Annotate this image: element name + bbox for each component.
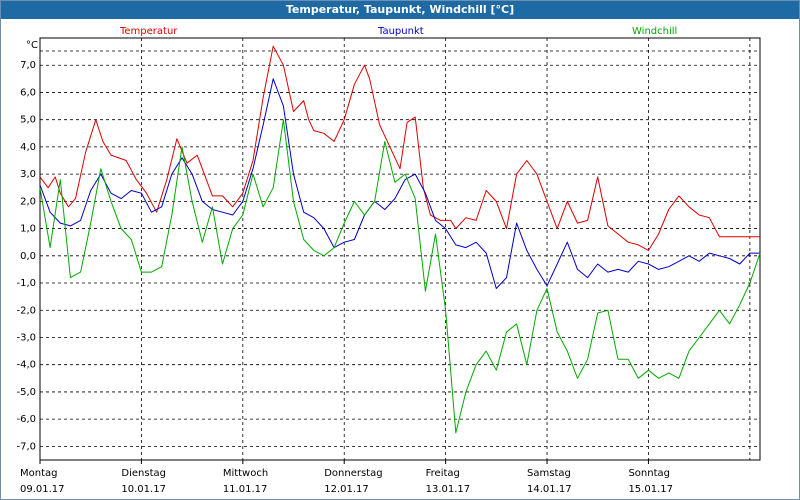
y-tick-label: 3,0 — [20, 169, 36, 180]
x-tick-date: 09.01.17 — [20, 484, 65, 495]
y-tick-label: 5,0 — [20, 115, 36, 126]
y-tick-label: 7,0 — [20, 60, 36, 71]
plot-area — [39, 37, 761, 461]
x-tick-weekday: Donnerstag — [324, 468, 382, 479]
legend-item-taupunkt: Taupunkt — [377, 26, 424, 37]
y-tick-label: 6,0 — [20, 87, 36, 98]
x-tick-weekday: Sonntag — [628, 468, 670, 479]
legend-item-temperatur: Temperatur — [119, 26, 178, 37]
series-line-windchill — [39, 119, 761, 434]
x-tick-date: 10.01.17 — [121, 484, 166, 495]
x-axis: Montag 09.01.17 Dienstag 10.01.17 Mittwoch 11… — [20, 460, 673, 495]
y-tick-label: 4,0 — [20, 142, 36, 153]
x-tick-weekday: Montag — [20, 468, 57, 479]
y-axis-unit: °C — [26, 40, 38, 51]
y-tick-label: 2,0 — [20, 196, 36, 207]
y-tick-label: -2,0 — [16, 305, 36, 316]
x-tick-date: 15.01.17 — [628, 484, 673, 495]
y-tick-label: -7,0 — [16, 441, 36, 452]
x-tick-date: 13.01.17 — [426, 484, 471, 495]
x-tick-weekday: Mittwoch — [223, 468, 268, 479]
chart-title: Temperatur, Taupunkt, Windchill [°C] — [1, 1, 799, 19]
legend: Temperatur Taupunkt Windchill — [119, 26, 677, 37]
x-tick-date: 14.01.17 — [527, 484, 572, 495]
x-tick-weekday: Samstag — [527, 468, 571, 479]
y-tick-label: 1,0 — [20, 224, 36, 235]
y-tick-label: -4,0 — [16, 360, 36, 371]
y-tick-label: 0,0 — [20, 251, 36, 262]
y-tick-label: -3,0 — [16, 332, 36, 343]
grid — [40, 38, 760, 460]
y-tick-label: -1,0 — [16, 278, 36, 289]
x-tick-weekday: Dienstag — [121, 468, 166, 479]
y-tick-label: -5,0 — [16, 387, 36, 398]
series-line-temperatur — [39, 45, 760, 251]
x-tick-weekday: Freitag — [426, 468, 460, 479]
y-tick-label: -6,0 — [16, 414, 36, 425]
series-line-taupunkt — [39, 78, 760, 289]
legend-item-windchill: Windchill — [632, 26, 677, 37]
x-tick-date: 12.01.17 — [324, 484, 369, 495]
series-group — [39, 45, 761, 434]
y-axis: 7,0 6,0 5,0 4,0 3,0 2,0 1,0 0,0 -1,0 -2,0 -3,0 -4,0… — [16, 60, 36, 452]
x-tick-date: 11.01.17 — [223, 484, 268, 495]
